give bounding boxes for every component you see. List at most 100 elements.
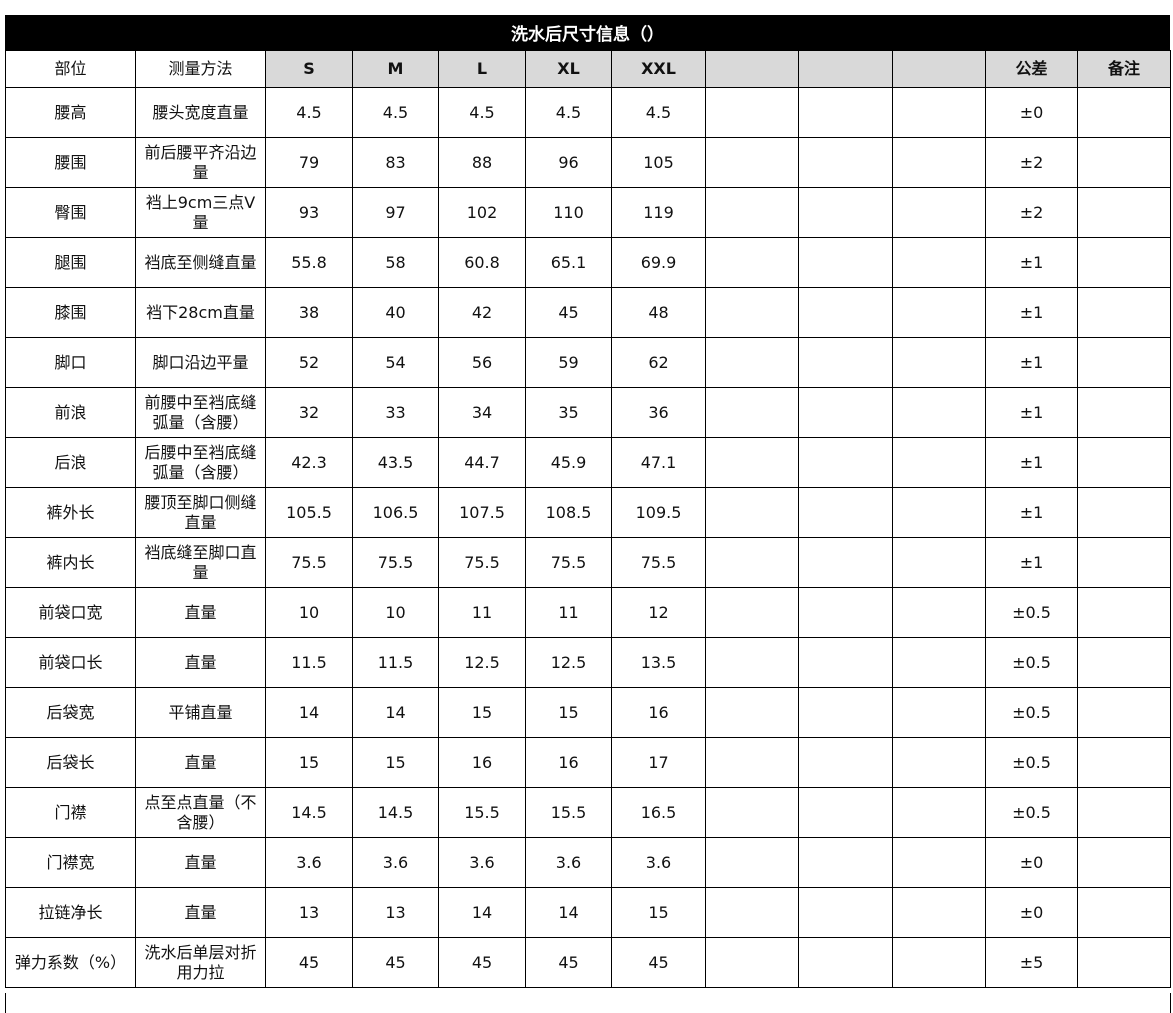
- size-cell: 12.5: [438, 637, 526, 688]
- size-cell: 14.5: [265, 787, 353, 838]
- size-cell: 79: [265, 137, 353, 188]
- tolerance-cell: ±1: [985, 287, 1078, 338]
- column-header: 备注: [1077, 50, 1171, 88]
- part-cell: 拉链净长: [5, 887, 136, 938]
- size-cell: 15: [438, 687, 526, 738]
- size-cell: 75.5: [352, 537, 439, 588]
- method-cell: 腰顶至脚口侧缝直量: [135, 487, 266, 538]
- blank-cell: [705, 837, 799, 888]
- size-cell: 45: [525, 937, 612, 988]
- size-cell: 45.9: [525, 437, 612, 488]
- method-cell: 直量: [135, 837, 266, 888]
- size-cell: 45: [525, 287, 612, 338]
- size-cell: 45: [438, 937, 526, 988]
- part-cell: 腰围: [5, 137, 136, 188]
- size-cell: 56: [438, 337, 526, 388]
- size-cell: 14: [352, 687, 439, 738]
- blank-cell: [892, 387, 986, 438]
- table-row: 腿围 裆底至侧缝直量 55.8 58 60.8 65.1 69.9 ±1: [5, 237, 1171, 288]
- notes-cell: [1077, 287, 1171, 338]
- method-cell: 腰头宽度直量: [135, 87, 266, 138]
- notes-cell: [1077, 787, 1171, 838]
- method-cell: 平铺直量: [135, 687, 266, 738]
- size-cell: 83: [352, 137, 439, 188]
- blank-cell: [892, 187, 986, 238]
- size-cell: 102: [438, 187, 526, 238]
- size-cell: 4.5: [525, 87, 612, 138]
- part-cell: 门襟: [5, 787, 136, 838]
- part-cell: 前浪: [5, 387, 136, 438]
- blank-cell: [892, 87, 986, 138]
- notes-cell: [1077, 887, 1171, 938]
- tolerance-cell: ±5: [985, 937, 1078, 988]
- tolerance-cell: ±1: [985, 237, 1078, 288]
- size-cell: 42.3: [265, 437, 353, 488]
- size-cell: 65.1: [525, 237, 612, 288]
- size-cell: 15: [611, 887, 706, 938]
- column-header: 部位: [5, 50, 136, 88]
- tolerance-cell: ±0.5: [985, 787, 1078, 838]
- size-cell: 15: [525, 687, 612, 738]
- notes-cell: [1077, 737, 1171, 788]
- blank-cell: [892, 237, 986, 288]
- size-cell: 11.5: [352, 637, 439, 688]
- size-cell: 34: [438, 387, 526, 438]
- tolerance-cell: ±1: [985, 487, 1078, 538]
- blank-cell: [798, 537, 893, 588]
- table-row: 后袋宽 平铺直量 14 14 15 15 16 ±0.5: [5, 687, 1171, 738]
- blank-cell: [892, 887, 986, 938]
- tolerance-cell: ±0: [985, 887, 1078, 938]
- size-cell: 75.5: [265, 537, 353, 588]
- table-row: 前袋口宽 直量 10 10 11 11 12 ±0.5: [5, 587, 1171, 638]
- size-cell: 60.8: [438, 237, 526, 288]
- size-cell: 13.5: [611, 637, 706, 688]
- notes-cell: [1077, 387, 1171, 438]
- table-title: 洗水后尺寸信息（）: [5, 15, 1170, 50]
- size-cell: 52: [265, 337, 353, 388]
- size-cell: 4.5: [265, 87, 353, 138]
- size-cell: 48: [611, 287, 706, 338]
- blank-cell: [798, 237, 893, 288]
- notes-cell: [1077, 937, 1171, 988]
- tolerance-cell: ±0: [985, 837, 1078, 888]
- size-cell: 11: [525, 587, 612, 638]
- table-row: 裤内长 裆底缝至脚口直量 75.5 75.5 75.5 75.5 75.5 ±1: [5, 537, 1171, 588]
- blank-cell: [892, 437, 986, 488]
- size-cell: 75.5: [611, 537, 706, 588]
- size-cell: 4.5: [438, 87, 526, 138]
- size-cell: 3.6: [265, 837, 353, 888]
- column-header: XL: [525, 50, 612, 88]
- size-cell: 75.5: [525, 537, 612, 588]
- blank-cell: [705, 237, 799, 288]
- blank-cell: [798, 887, 893, 938]
- size-cell: 17: [611, 737, 706, 788]
- blank-cell: [798, 287, 893, 338]
- size-cell: 15.5: [525, 787, 612, 838]
- blank-cell: [705, 537, 799, 588]
- part-cell: 裤内长: [5, 537, 136, 588]
- method-cell: 直量: [135, 587, 266, 638]
- size-cell: 36: [611, 387, 706, 438]
- size-cell: 69.9: [611, 237, 706, 288]
- size-cell: 105: [611, 137, 706, 188]
- notes-cell: [1077, 537, 1171, 588]
- blank-cell: [798, 837, 893, 888]
- blank-cell: [892, 337, 986, 388]
- tolerance-cell: ±0.5: [985, 637, 1078, 688]
- size-cell: 58: [352, 237, 439, 288]
- tolerance-cell: ±0.5: [985, 587, 1078, 638]
- size-cell: 96: [525, 137, 612, 188]
- blank-cell: [892, 537, 986, 588]
- tolerance-cell: ±1: [985, 437, 1078, 488]
- size-cell: 45: [611, 937, 706, 988]
- blank-cell: [798, 87, 893, 138]
- table-row: 前浪 前腰中至裆底缝弧量（含腰） 32 33 34 35 36 ±1: [5, 387, 1171, 438]
- size-cell: 4.5: [611, 87, 706, 138]
- blank-header: [892, 50, 986, 88]
- size-cell: 15: [352, 737, 439, 788]
- size-cell: 42: [438, 287, 526, 338]
- blank-cell: [705, 87, 799, 138]
- blank-cell: [705, 637, 799, 688]
- table-row: 臀围 裆上9cm三点V量 93 97 102 110 119 ±2: [5, 187, 1171, 238]
- blank-cell: [892, 137, 986, 188]
